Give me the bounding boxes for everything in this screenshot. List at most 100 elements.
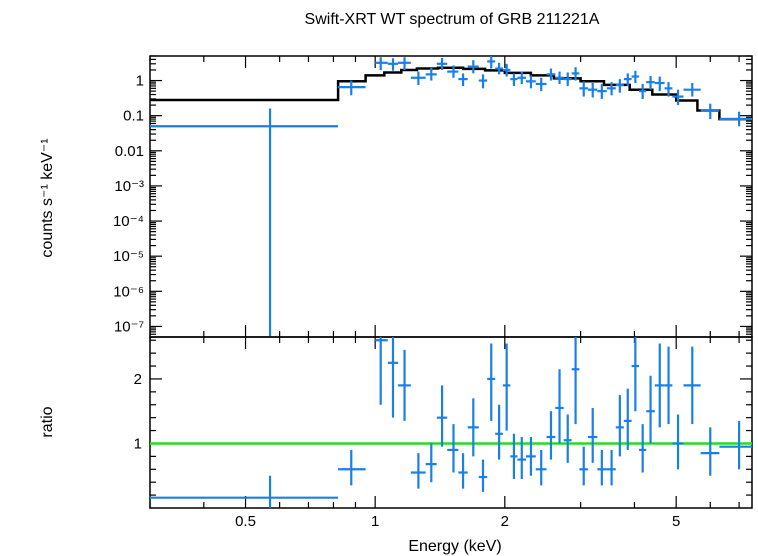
data-point <box>478 74 488 89</box>
data-point <box>375 57 388 70</box>
data-point <box>447 65 459 78</box>
ratio-point <box>683 346 701 425</box>
data-point <box>467 60 479 74</box>
ratio-point <box>719 420 752 470</box>
ratio-point <box>517 437 526 479</box>
model-line <box>150 66 752 121</box>
data-point <box>546 68 556 81</box>
ratio-point <box>587 407 598 463</box>
ratio-point <box>410 453 426 489</box>
data-point <box>571 67 580 81</box>
ratio-point <box>615 395 624 457</box>
y-tick-label: 10⁻⁶ <box>113 283 144 300</box>
ratio-point <box>150 475 339 508</box>
data-point <box>517 71 526 84</box>
ratio-point <box>510 433 518 479</box>
ratio-point <box>487 343 496 421</box>
y-tick-label: 0.01 <box>115 143 144 160</box>
ratio-point <box>646 375 655 444</box>
data-point <box>495 62 503 75</box>
data-point <box>525 75 536 89</box>
ratio-point <box>654 343 665 428</box>
x-tick-label: 2 <box>501 513 509 530</box>
y-tick-label: 10⁻⁷ <box>114 318 144 335</box>
ratio-panel: 0.5 1 2 5 1 2 <box>134 336 753 530</box>
y-tick-label: 1 <box>134 435 142 452</box>
data-point <box>664 82 673 97</box>
data-point <box>623 73 632 86</box>
data-point <box>683 83 701 97</box>
ratio-point <box>639 424 647 473</box>
ratio-point <box>467 398 479 457</box>
ratio-point <box>525 437 536 476</box>
spectrum-frame <box>149 55 753 338</box>
data-point <box>387 58 399 71</box>
data-point <box>535 77 547 92</box>
ratio-point <box>555 369 564 444</box>
data-point <box>719 111 752 127</box>
data-point <box>563 72 572 86</box>
ratio-point <box>606 449 616 486</box>
data-point <box>587 83 598 98</box>
ratio-point <box>425 443 437 483</box>
ratio-point <box>502 343 511 431</box>
data-point <box>646 75 655 90</box>
ratio-point <box>579 446 588 486</box>
ratio-point <box>436 385 448 447</box>
data-point <box>700 103 720 120</box>
x-tick-label: 0.5 <box>235 513 256 530</box>
data-point <box>338 80 366 96</box>
y-tick-label: 1 <box>136 73 144 90</box>
spectrum-panel: 1 0.1 0.01 10⁻³ 10⁻⁴ 10⁻⁵ 10⁻⁶ 10⁻⁷ <box>113 55 753 508</box>
data-point <box>398 57 411 70</box>
data-point <box>615 79 624 93</box>
y-tick-label: 0.1 <box>123 108 144 125</box>
ratio-point <box>597 449 607 486</box>
x-axis-label: Energy (keV) <box>408 538 501 555</box>
ratio-point <box>672 414 684 470</box>
ratio-point <box>458 453 468 489</box>
data-point <box>410 71 426 85</box>
data-point <box>639 83 647 99</box>
data-point <box>606 82 616 96</box>
ratio-point <box>571 337 580 425</box>
chart-title: Swift-XRT WT spectrum of GRB 211221A <box>305 11 600 28</box>
data-point <box>654 76 665 92</box>
data-point <box>579 81 588 97</box>
ratio-point <box>387 337 399 418</box>
data-point <box>597 83 607 99</box>
data-point <box>425 67 437 81</box>
data-point <box>487 56 496 69</box>
ratio-point <box>700 427 720 476</box>
ratio-point <box>338 449 366 486</box>
ratio-point <box>398 349 411 421</box>
x-tick-label: 5 <box>672 513 680 530</box>
ratio-point <box>664 346 673 425</box>
ratio-point <box>478 459 488 492</box>
ratio-point <box>623 388 632 450</box>
y-tick-label: 10⁻⁴ <box>113 213 144 230</box>
ratio-point <box>447 424 459 473</box>
y-axis-label-ratio: ratio <box>39 406 56 437</box>
data-point <box>458 73 468 86</box>
data-point <box>510 73 518 86</box>
y-axis-label-spectrum: counts s⁻¹ keV⁻¹ <box>39 138 56 257</box>
ratio-point <box>631 337 640 412</box>
y-tick-label: 2 <box>134 371 142 388</box>
ratio-frame <box>149 336 753 509</box>
ratio-point <box>546 411 556 460</box>
y-tick-label: 10⁻⁵ <box>113 248 144 265</box>
data-point <box>502 63 511 77</box>
data-point <box>672 89 684 106</box>
data-point <box>555 71 564 84</box>
x-tick-label: 1 <box>371 513 379 530</box>
data-point <box>631 70 640 84</box>
ratio-point <box>375 337 388 405</box>
data-point <box>150 108 339 337</box>
ratio-point <box>563 414 572 463</box>
ratio-point <box>535 449 547 486</box>
data-point <box>436 57 448 70</box>
ratio-point <box>495 404 503 460</box>
y-tick-label: 10⁻³ <box>114 178 144 195</box>
